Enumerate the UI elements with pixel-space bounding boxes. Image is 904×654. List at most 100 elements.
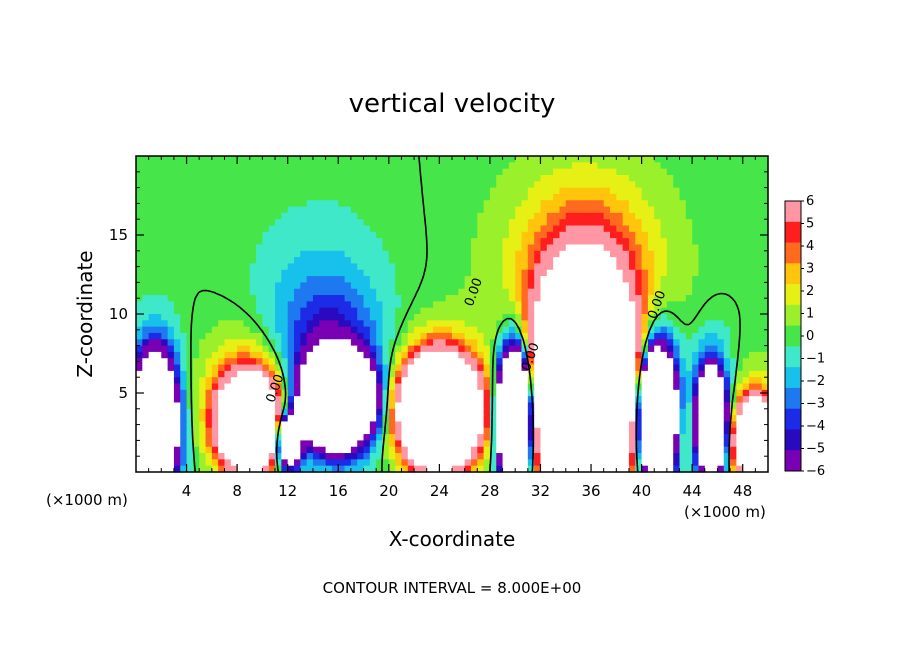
heatmap-cell: [540, 459, 548, 467]
heatmap-cell: [445, 314, 453, 321]
heatmap-cell: [572, 446, 579, 454]
heatmap-cell: [685, 301, 693, 309]
heatmap-cell: [401, 168, 409, 176]
heatmap-cell: [338, 187, 346, 195]
heatmap-cell: [761, 250, 769, 258]
heatmap-cell: [749, 459, 756, 467]
heatmap-cell: [407, 206, 415, 214]
heatmap-cell: [616, 383, 624, 391]
heatmap-cell: [243, 301, 251, 309]
heatmap-cell: [521, 288, 529, 296]
heatmap-cell: [603, 181, 611, 189]
heatmap-cell: [508, 250, 516, 258]
heatmap-cell: [704, 212, 712, 220]
heatmap-cell: [483, 238, 491, 246]
heatmap-cell: [527, 174, 535, 182]
heatmap-cell: [205, 187, 213, 195]
heatmap-cell: [736, 200, 744, 208]
heatmap-cell: [616, 174, 624, 182]
heatmap-cell: [673, 282, 681, 290]
heatmap-cell: [540, 465, 548, 473]
heatmap-cell: [218, 345, 226, 353]
heatmap-cell: [647, 225, 655, 233]
heatmap-cell: [540, 231, 548, 239]
heatmap-cell: [527, 314, 535, 321]
heatmap-cell: [572, 389, 579, 397]
heatmap-cell: [679, 263, 687, 271]
heatmap-cell: [142, 427, 150, 435]
heatmap-cell: [325, 332, 333, 340]
heatmap-cell: [628, 389, 636, 397]
heatmap-cell: [496, 427, 504, 435]
heatmap-cell: [578, 168, 586, 176]
heatmap-cell: [483, 181, 491, 189]
heatmap-cell: [597, 168, 605, 176]
heatmap-cell: [300, 332, 308, 340]
heatmap-cell: [508, 181, 516, 189]
heatmap-cell: [414, 187, 421, 195]
heatmap-cell: [527, 339, 535, 347]
heatmap-cell: [211, 238, 219, 246]
heatmap-cell: [199, 358, 207, 366]
heatmap-cell: [610, 181, 617, 189]
heatmap-cell: [218, 244, 226, 252]
heatmap-cell: [452, 339, 459, 347]
heatmap-cell: [344, 326, 352, 334]
heatmap-cell: [136, 212, 143, 220]
heatmap-cell: [376, 174, 384, 182]
heatmap-cell: [300, 364, 308, 372]
heatmap-cell: [426, 377, 434, 385]
heatmap-cell: [647, 377, 655, 385]
heatmap-cell: [464, 370, 472, 378]
heatmap-cell: [711, 307, 719, 315]
heatmap-cell: [382, 288, 390, 296]
heatmap-cell: [148, 421, 156, 429]
heatmap-cell: [730, 212, 737, 220]
heatmap-cell: [439, 156, 447, 163]
heatmap-cell: [616, 377, 624, 385]
heatmap-cell: [205, 206, 213, 214]
heatmap-cell: [660, 326, 668, 334]
heatmap-cell: [199, 320, 207, 328]
heatmap-cell: [692, 459, 700, 467]
heatmap-cell: [300, 276, 308, 283]
heatmap-cell: [395, 364, 403, 372]
heatmap-cell: [218, 200, 226, 208]
heatmap-cell: [331, 434, 339, 441]
heatmap-cell: [363, 231, 371, 239]
heatmap-cell: [572, 377, 579, 385]
heatmap-cell: [749, 219, 756, 227]
heatmap-cell: [565, 364, 573, 372]
heatmap-cell: [616, 332, 624, 340]
heatmap-cell: [192, 364, 200, 372]
heatmap-cell: [363, 332, 371, 340]
heatmap-cell: [742, 332, 750, 340]
heatmap-cell: [723, 263, 731, 271]
heatmap-cell: [344, 364, 352, 372]
heatmap-cell: [243, 162, 251, 170]
heatmap-cell: [433, 168, 440, 176]
heatmap-cell: [515, 434, 523, 441]
heatmap-cell: [414, 434, 421, 441]
heatmap-cell: [268, 301, 276, 309]
heatmap-cell: [464, 231, 472, 239]
heatmap-cell: [376, 181, 384, 189]
heatmap-cell: [376, 301, 384, 309]
heatmap-cell: [666, 465, 674, 473]
heatmap-cell: [597, 339, 605, 347]
heatmap-cell: [723, 200, 731, 208]
heatmap-cell: [224, 181, 232, 189]
heatmap-cell: [148, 200, 156, 208]
heatmap-cell: [603, 244, 611, 252]
heatmap-cell: [660, 389, 668, 397]
heatmap-cell: [357, 263, 365, 271]
heatmap-cell: [363, 193, 371, 201]
heatmap-cell: [483, 446, 491, 454]
heatmap-cell: [192, 434, 200, 441]
heatmap-cell: [742, 320, 750, 328]
heatmap-cell: [142, 174, 150, 182]
heatmap-cell: [363, 358, 371, 366]
heatmap-cell: [502, 225, 510, 233]
heatmap-cell: [692, 345, 700, 353]
heatmap-cell: [597, 358, 605, 366]
